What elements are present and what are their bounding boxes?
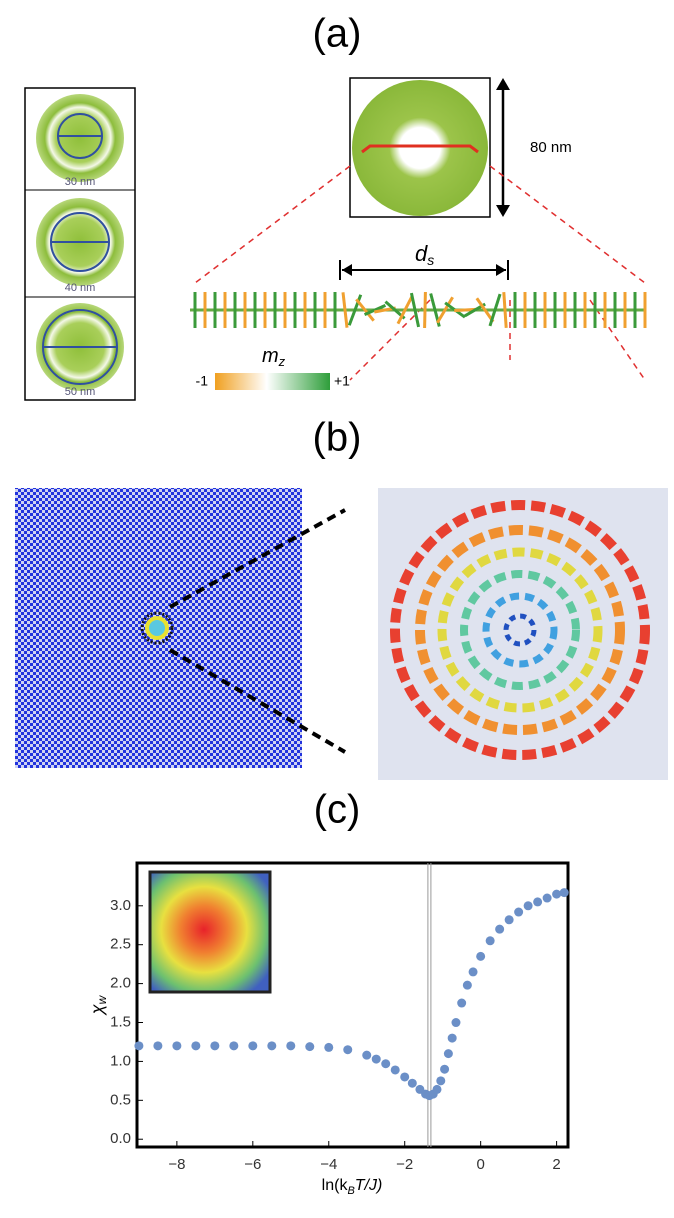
data-point (447, 1033, 457, 1043)
y-axis-label: χw (87, 994, 109, 1016)
data-point (390, 1065, 400, 1075)
data-point (552, 889, 562, 899)
ds-subscript: s (427, 252, 434, 268)
panel-label: (a) (313, 12, 362, 56)
data-point (371, 1054, 381, 1064)
y-tick-label: 2.5 (110, 936, 131, 953)
data-point (476, 951, 486, 961)
x-tick-label: −6 (244, 1156, 261, 1173)
data-point (504, 915, 514, 925)
x-axis-label-sub: B (347, 1185, 354, 1197)
panel-label: (b) (313, 416, 362, 460)
spin (347, 294, 363, 326)
data-point (153, 1041, 163, 1051)
data-point (432, 1084, 442, 1094)
ds-symbol: d (415, 241, 428, 266)
y-tick-label: 2.0 (110, 975, 131, 992)
data-point (362, 1050, 372, 1060)
diameter-label: 80 nm (530, 139, 572, 156)
vortex-image (378, 488, 668, 780)
spin (436, 296, 454, 324)
inset (148, 870, 272, 994)
data-point (443, 1049, 453, 1059)
size-label: 30 nm (65, 176, 96, 188)
spin (454, 307, 476, 313)
data-point (343, 1045, 353, 1055)
data-point (436, 1076, 446, 1086)
data-point (210, 1041, 220, 1051)
data-point (533, 897, 543, 907)
y-axis-label-sub: w (95, 994, 109, 1004)
y-tick-label: 0.0 (110, 1130, 131, 1147)
data-point (191, 1041, 201, 1051)
data-point (324, 1042, 334, 1052)
spin (363, 303, 387, 317)
y-axis-label-symbol: χ (87, 1003, 107, 1016)
mz-min: -1 (196, 373, 209, 389)
x-tick-label: 0 (476, 1156, 484, 1173)
spin (423, 291, 427, 329)
data-point (229, 1041, 239, 1051)
y-tick-label: 0.5 (110, 1091, 131, 1108)
size-panels (24, 87, 136, 401)
spin (488, 293, 502, 327)
mz-subscript: z (278, 354, 286, 369)
data-point (172, 1041, 182, 1051)
data-point (134, 1041, 144, 1051)
size-label: 50 nm (65, 386, 96, 398)
data-point (523, 901, 533, 911)
data-point (267, 1041, 277, 1051)
data-point (248, 1041, 258, 1051)
data-point (286, 1041, 296, 1051)
size-label: 40 nm (65, 282, 96, 294)
data-point (462, 980, 472, 990)
spin (341, 292, 349, 328)
data-point (542, 893, 552, 903)
x-axis-label: ln(kBT/J) (322, 1177, 383, 1197)
data-point (381, 1059, 391, 1069)
y-tick-label: 3.0 (110, 897, 131, 914)
lattice-image (15, 488, 347, 768)
data-point (457, 998, 467, 1008)
y-tick-label: 1.0 (110, 1052, 131, 1069)
skyrmion-disc (190, 77, 646, 390)
data-point (407, 1078, 417, 1088)
spin (502, 292, 508, 328)
y-tick-label: 1.5 (110, 1013, 131, 1030)
panel-label: (c) (314, 788, 361, 832)
data-point (440, 1064, 450, 1074)
data-point (451, 1018, 461, 1028)
spin (355, 298, 375, 322)
data-point (514, 907, 524, 917)
ds-label: ds (415, 241, 434, 268)
data-point (305, 1042, 315, 1052)
spin-chain (193, 291, 647, 329)
x-tick-label: −8 (168, 1156, 185, 1173)
x-tick-label: −2 (396, 1156, 413, 1173)
data-point (485, 936, 495, 946)
spin (409, 292, 421, 328)
spin (396, 295, 414, 325)
data-point (400, 1072, 410, 1082)
data-point (468, 967, 478, 977)
spin (475, 297, 495, 323)
x-axis-label-start: ln(k (322, 1177, 349, 1194)
mz-symbol: m (262, 345, 279, 367)
x-tick-label: −4 (320, 1156, 337, 1173)
x-axis-label-end: T/J) (355, 1177, 383, 1194)
data-point (559, 888, 569, 898)
mz-label: mz (262, 345, 286, 369)
mz-max: +1 (334, 373, 350, 389)
x-tick-label: 2 (552, 1156, 560, 1173)
data-point (495, 924, 505, 934)
